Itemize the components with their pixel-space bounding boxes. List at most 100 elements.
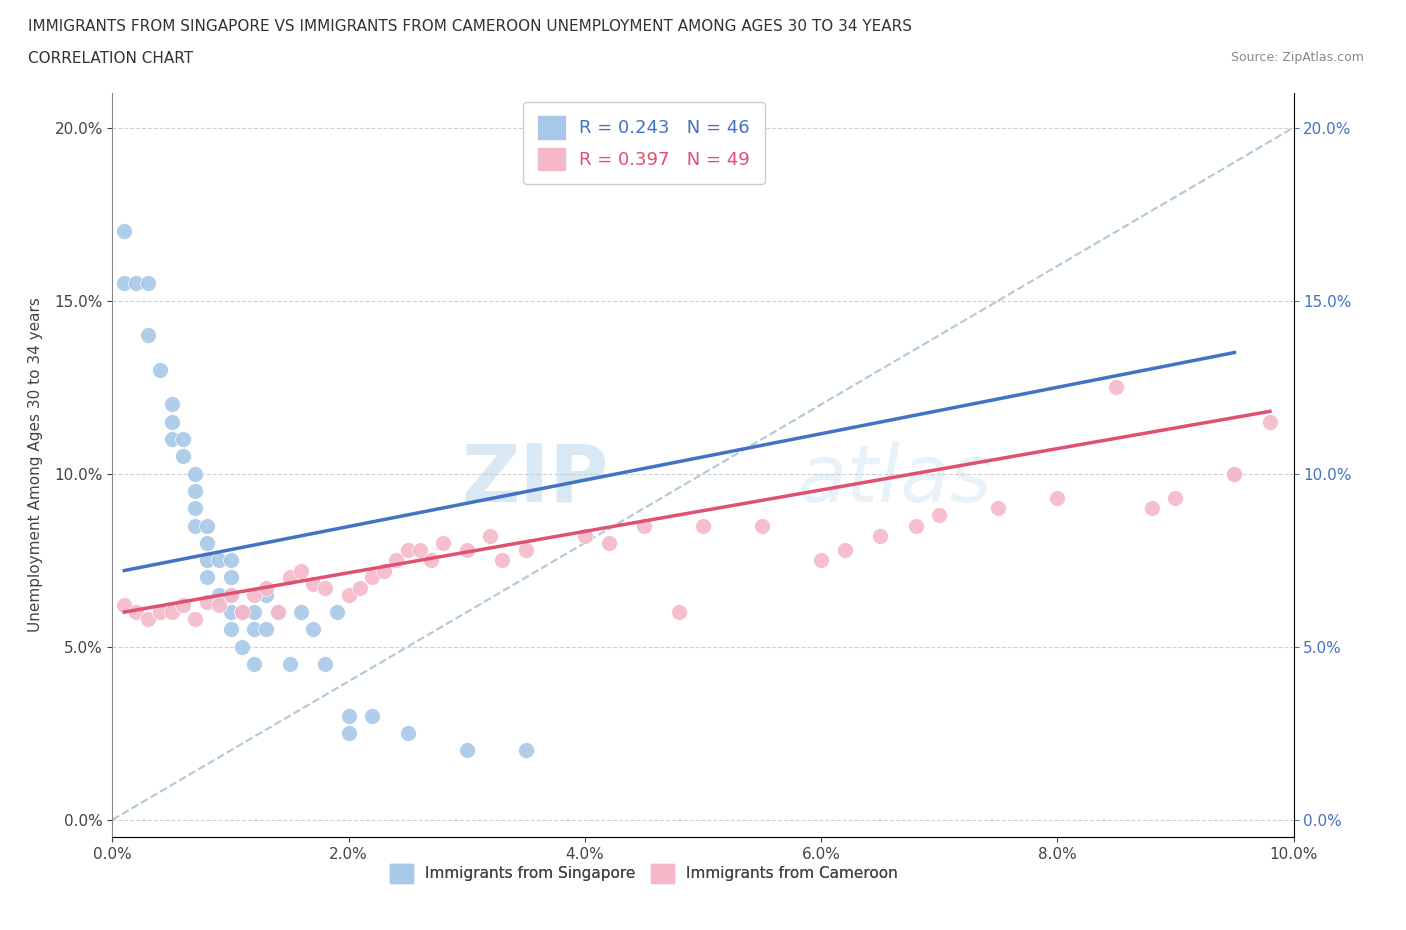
Point	[195, 536, 218, 551]
Point	[184, 466, 207, 481]
Point	[243, 657, 266, 671]
Point	[219, 588, 242, 603]
Point	[136, 327, 159, 342]
Point	[278, 570, 301, 585]
Point	[219, 604, 242, 619]
Point	[125, 276, 148, 291]
Point	[1140, 501, 1163, 516]
Point	[208, 552, 231, 567]
Point	[208, 598, 231, 613]
Point	[515, 743, 537, 758]
Point	[598, 536, 620, 551]
Point	[373, 563, 395, 578]
Point	[1258, 414, 1281, 429]
Point	[904, 518, 927, 533]
Point	[290, 604, 312, 619]
Point	[160, 397, 183, 412]
Text: atlas: atlas	[797, 441, 993, 519]
Point	[337, 709, 360, 724]
Point	[668, 604, 690, 619]
Point	[172, 449, 194, 464]
Point	[125, 604, 148, 619]
Point	[219, 570, 242, 585]
Point	[408, 542, 430, 557]
Legend: Immigrants from Singapore, Immigrants from Cameroon: Immigrants from Singapore, Immigrants fr…	[384, 858, 904, 889]
Point	[751, 518, 773, 533]
Point	[254, 580, 277, 595]
Point	[337, 725, 360, 740]
Point	[633, 518, 655, 533]
Point	[208, 588, 231, 603]
Point	[928, 508, 950, 523]
Point	[278, 657, 301, 671]
Point	[219, 588, 242, 603]
Point	[385, 552, 408, 567]
Point	[361, 570, 384, 585]
Point	[136, 276, 159, 291]
Point	[456, 743, 478, 758]
Point	[243, 588, 266, 603]
Point	[184, 612, 207, 627]
Point	[184, 484, 207, 498]
Point	[1046, 490, 1069, 505]
Point	[574, 528, 596, 543]
Point	[219, 552, 242, 567]
Point	[515, 542, 537, 557]
Point	[184, 501, 207, 516]
Text: IMMIGRANTS FROM SINGAPORE VS IMMIGRANTS FROM CAMEROON UNEMPLOYMENT AMONG AGES 30: IMMIGRANTS FROM SINGAPORE VS IMMIGRANTS …	[28, 19, 912, 33]
Point	[1105, 379, 1128, 394]
Point	[267, 604, 290, 619]
Point	[136, 612, 159, 627]
Point	[149, 363, 172, 378]
Point	[326, 604, 349, 619]
Point	[432, 536, 454, 551]
Point	[456, 542, 478, 557]
Point	[195, 552, 218, 567]
Point	[314, 657, 336, 671]
Point	[1223, 466, 1246, 481]
Point	[267, 604, 290, 619]
Point	[254, 588, 277, 603]
Point	[254, 622, 277, 637]
Point	[243, 622, 266, 637]
Text: CORRELATION CHART: CORRELATION CHART	[28, 51, 193, 66]
Point	[219, 622, 242, 637]
Point	[195, 570, 218, 585]
Text: ZIP: ZIP	[461, 441, 609, 519]
Point	[231, 604, 253, 619]
Point	[1223, 466, 1246, 481]
Point	[1164, 490, 1187, 505]
Point	[231, 639, 253, 654]
Point	[195, 518, 218, 533]
Point	[184, 518, 207, 533]
Point	[396, 542, 419, 557]
Point	[231, 604, 253, 619]
Point	[112, 276, 135, 291]
Point	[337, 588, 360, 603]
Y-axis label: Unemployment Among Ages 30 to 34 years: Unemployment Among Ages 30 to 34 years	[28, 298, 44, 632]
Text: Source: ZipAtlas.com: Source: ZipAtlas.com	[1230, 51, 1364, 64]
Point	[243, 604, 266, 619]
Point	[302, 622, 325, 637]
Point	[172, 432, 194, 446]
Point	[172, 598, 194, 613]
Point	[420, 552, 443, 567]
Point	[112, 598, 135, 613]
Point	[314, 580, 336, 595]
Point	[112, 224, 135, 239]
Point	[160, 432, 183, 446]
Point	[396, 725, 419, 740]
Point	[302, 577, 325, 591]
Point	[160, 604, 183, 619]
Point	[810, 552, 832, 567]
Point	[160, 414, 183, 429]
Point	[361, 709, 384, 724]
Point	[479, 528, 502, 543]
Point	[834, 542, 856, 557]
Point	[149, 604, 172, 619]
Point	[290, 563, 312, 578]
Point	[869, 528, 891, 543]
Point	[692, 518, 714, 533]
Point	[349, 580, 371, 595]
Point	[195, 594, 218, 609]
